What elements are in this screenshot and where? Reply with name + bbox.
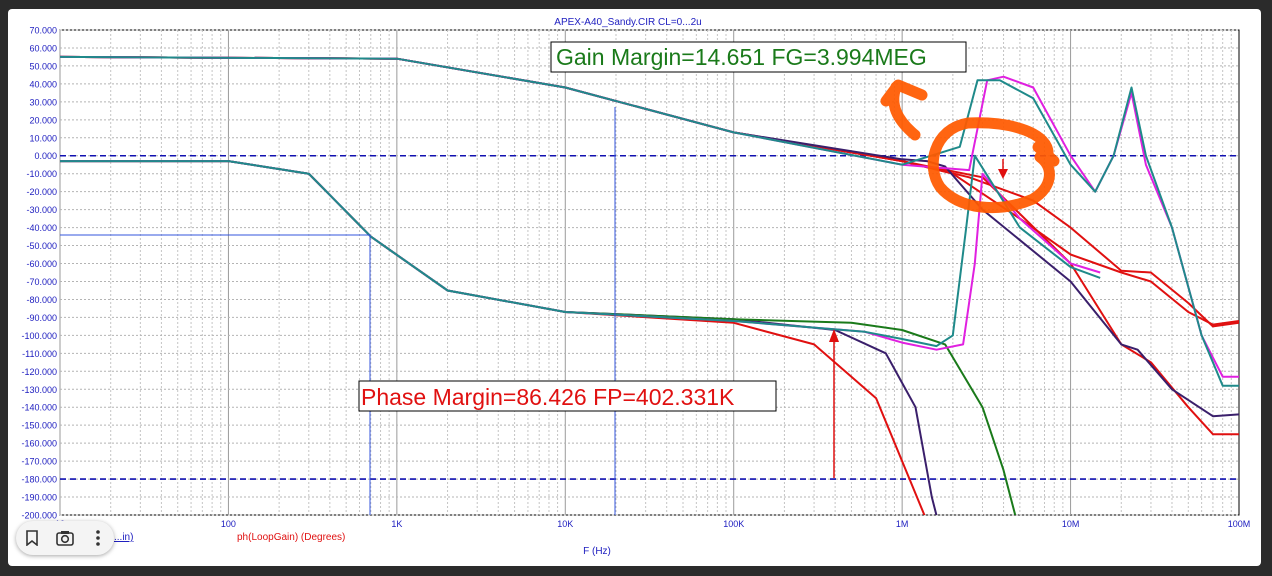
x-tick-label: 1K — [391, 519, 402, 529]
x-tick-label: 1M — [896, 519, 909, 529]
legend-entry-phase: ph(LoopGain) (Degrees) — [237, 532, 345, 543]
y-tick-label: -90.000 — [26, 313, 57, 323]
y-tick-label: -70.000 — [26, 277, 57, 287]
y-tick-label: -40.000 — [26, 223, 57, 233]
y-tick-label: -20.000 — [26, 187, 57, 197]
bookmark-icon[interactable] — [20, 526, 44, 550]
chart-title: APEX-A40_Sandy.CIR CL=0...2u — [554, 17, 701, 28]
x-tick-label: 100 — [221, 519, 236, 529]
y-tick-label: -160.000 — [21, 439, 57, 449]
gain-margin-text: Gain Margin=14.651 FG=3.994MEG — [556, 44, 927, 70]
x-tick-label: 100M — [1228, 519, 1251, 529]
series-line — [60, 154, 1101, 348]
x-axis-label: F (Hz) — [583, 546, 611, 557]
y-tick-label: -140.000 — [21, 403, 57, 413]
y-tick-label: 20.000 — [29, 115, 57, 125]
image-toolbar — [16, 521, 114, 555]
x-tick-label: 100K — [723, 519, 744, 529]
y-tick-label: -50.000 — [26, 241, 57, 251]
series-line — [60, 55, 1239, 387]
y-tick-label: -150.000 — [21, 421, 57, 431]
y-tick-label: 0.000 — [34, 151, 57, 161]
y-tick-label: -10.000 — [26, 169, 57, 179]
phase-margin-arrow — [829, 329, 839, 478]
y-tick-label: -60.000 — [26, 259, 57, 269]
y-tick-label: 30.000 — [29, 97, 57, 107]
y-tick-label: -30.000 — [26, 205, 57, 215]
lens-icon[interactable] — [53, 526, 77, 550]
y-tick-label: 40.000 — [29, 79, 57, 89]
plot-area — [59, 29, 1240, 516]
y-tick-label: -80.000 — [26, 295, 57, 305]
y-tick-label: -190.000 — [21, 493, 57, 503]
y-tick-label: -100.000 — [21, 331, 57, 341]
orange-highlight-scribble — [880, 79, 1060, 214]
phase-margin-label: Phase Margin=86.426 FP=402.331K — [358, 380, 777, 412]
more-icon[interactable] — [86, 526, 110, 550]
y-tick-label: 70.000 — [29, 26, 57, 36]
gain-margin-arrow — [998, 159, 1008, 179]
y-tick-label: 10.000 — [29, 133, 57, 143]
gain-margin-label: Gain Margin=14.651 FG=3.994MEG — [550, 41, 967, 73]
y-tick-label: -120.000 — [21, 367, 57, 377]
phase-margin-text: Phase Margin=86.426 FP=402.331K — [361, 384, 735, 410]
y-tick-label: -130.000 — [21, 385, 57, 395]
y-tick-label: -200.000 — [21, 511, 57, 521]
legend-entry-gain: ...in) — [114, 532, 133, 543]
bode-plot: 70.000 60.000 50.000 40.000 30.000 20.000 10.0… — [21, 17, 1251, 557]
y-tick-label: 50.000 — [29, 61, 57, 71]
y-tick-label: -170.000 — [21, 457, 57, 467]
y-tick-label: 60.000 — [29, 43, 57, 53]
x-tick-label: 10K — [557, 519, 573, 529]
y-tick-label: -110.000 — [22, 349, 57, 359]
y-tick-label: -180.000 — [21, 475, 57, 485]
chart-frame: 70.000 60.000 50.000 40.000 30.000 20.000 10.0… — [8, 9, 1261, 566]
x-tick-label: 10M — [1062, 519, 1080, 529]
